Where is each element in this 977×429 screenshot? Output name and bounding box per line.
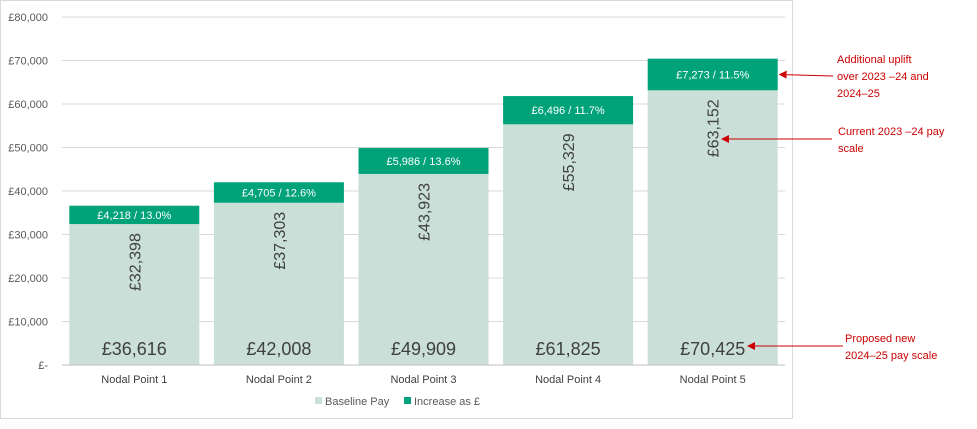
bar-increase [213,182,344,203]
y-tick-label: £50,000 [8,143,48,155]
increase-data-label: £5,986 / 13.6% [386,156,460,168]
legend-label-baseline: Baseline Pay [325,396,390,408]
baseline-data-label: £32,398 [127,233,144,291]
y-tick-label: £70,000 [8,56,48,68]
total-pay-label: £70,425 [680,339,745,359]
category-label: Nodal Point 2 [246,374,312,386]
annotation-arrow [778,70,834,79]
baseline-data-label: £37,303 [272,212,289,270]
total-pay-label: £49,909 [391,339,456,359]
increase-data-label: £4,705 / 12.6% [242,187,316,199]
y-tick-label: £20,000 [8,273,48,285]
increase-data-label: £6,496 / 11.7% [532,105,605,117]
annotation-text: 2024–25 pay scale [845,350,937,362]
legend-label-increase: Increase as £ [414,396,480,408]
y-tick-label: £60,000 [8,99,48,111]
bar-increase [647,58,778,91]
category-label: Nodal Point 1 [101,374,167,386]
increase-data-label: £4,218 / 13.0% [97,210,171,222]
total-pay-label: £61,825 [536,339,601,359]
category-label: Nodal Point 4 [535,374,601,386]
increase-data-label: £7,273 / 11.5% [676,69,749,81]
baseline-data-label: £55,329 [561,133,578,191]
y-tick-label: £30,000 [8,230,48,242]
annotation-text: Proposed new [845,333,915,345]
y-tick-label: £- [38,360,48,372]
y-tick-label: £80,000 [8,12,48,24]
bar-baseline-pay [213,202,344,365]
bar-baseline-pay [647,90,778,365]
legend-swatch-increase [404,397,411,404]
bar-increase [358,147,489,174]
annotation-text: Current 2023 –24 pay [838,126,945,138]
bar-increase [503,96,634,125]
baseline-data-label: £43,923 [417,183,434,241]
annotation-text: over 2023 –24 and [837,71,929,83]
bar-baseline-pay [358,173,489,365]
bar-increase [69,205,200,225]
category-label: Nodal Point 3 [390,374,456,386]
bar-baseline-pay [69,224,200,365]
total-pay-label: £42,008 [246,339,311,359]
annotation-text: scale [838,143,864,155]
baseline-data-label: £63,152 [706,99,723,157]
total-pay-label: £36,616 [102,339,167,359]
legend-swatch-baseline [315,397,322,404]
bar-baseline-pay [503,124,634,365]
annotation-text: 2024–25 [837,88,880,100]
y-tick-label: £10,000 [8,317,48,329]
annotation-text: Additional uplift [837,54,912,66]
y-tick-label: £40,000 [8,186,48,198]
category-label: Nodal Point 5 [680,374,746,386]
